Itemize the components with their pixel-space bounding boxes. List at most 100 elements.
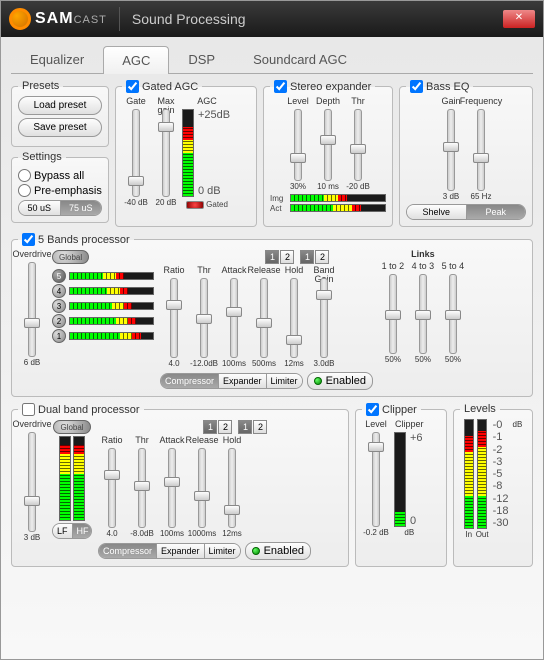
mode-limiter[interactable]: Limiter	[266, 374, 302, 388]
slider-1-to-2[interactable]: 1 to 2 50%	[379, 262, 407, 364]
window-body: Equalizer AGC DSP Soundcard AGC Presets …	[1, 37, 543, 659]
dual-global-button[interactable]: Global	[53, 420, 90, 434]
slider-attack[interactable]: Attack 100ms	[158, 436, 186, 538]
slider-overdrive[interactable]: Overdrive 6 dB	[18, 250, 46, 367]
tab-equalizer[interactable]: Equalizer	[11, 45, 103, 73]
slider-hold[interactable]: Hold 12ms	[218, 436, 246, 538]
slider-max-gain[interactable]: Max gain 20 dB	[152, 97, 180, 207]
slider-gain[interactable]: Gain 3 dB	[437, 97, 465, 201]
tab-agc[interactable]: AGC	[103, 46, 169, 74]
levels-title: Levels	[460, 403, 500, 415]
dual-compressor[interactable]: Compressor	[99, 544, 156, 558]
slider-band-gain[interactable]: Band Gain 3.0dB	[310, 266, 338, 368]
titlebar: SAMCAST Sound Processing ✕	[1, 1, 543, 37]
slider-release[interactable]: Release 500ms	[250, 266, 278, 368]
band-4-button[interactable]: 4	[52, 284, 66, 298]
slider-thr[interactable]: Thr -12.0dB	[190, 266, 218, 368]
slider-ratio[interactable]: Ratio 4.0	[160, 266, 188, 368]
band-2-meter	[69, 317, 154, 325]
five-bands-checkbox[interactable]: 5 Bands processor	[18, 233, 134, 246]
slider-level[interactable]: Level 30%	[284, 97, 312, 191]
stereo-act-meter	[290, 204, 386, 212]
slider-attack[interactable]: Attack 100ms	[220, 266, 248, 368]
dual-band-checkbox[interactable]: Dual band processor	[18, 403, 144, 416]
clipper-meter	[394, 432, 406, 527]
band-3-meter	[69, 302, 154, 310]
band-5-button[interactable]: 5	[52, 269, 66, 283]
five-bands-mode-toggle[interactable]: Compressor Expander Limiter	[160, 373, 303, 389]
slider-release[interactable]: Release 1000ms	[188, 436, 216, 538]
preemph-75us[interactable]: 75 uS	[60, 201, 102, 215]
bass-eq-shelve[interactable]: Shelve	[407, 205, 466, 219]
band-2-button[interactable]: 2	[52, 314, 66, 328]
dual-enabled-button[interactable]: Enabled	[245, 542, 311, 560]
tab-dsp[interactable]: DSP	[169, 45, 234, 73]
stereo-expander-group: Stereo expander Level 30% Depth 10 ms Th…	[263, 80, 393, 227]
band-5-meter	[69, 272, 154, 280]
bass-eq-group: Bass EQ Gain 3 dB Frequency 65 Hz Shelve…	[399, 80, 533, 227]
bass-eq-peak[interactable]: Peak	[466, 205, 526, 219]
slider-4-to-3[interactable]: 4 to 3 50%	[409, 262, 437, 364]
preemphasis-toggle[interactable]: 50 uS 75 uS	[18, 200, 102, 216]
mode-compressor[interactable]: Compressor	[161, 374, 218, 388]
save-preset-button[interactable]: Save preset	[18, 118, 102, 137]
slider-ratio[interactable]: Ratio 4.0	[98, 436, 126, 538]
settings-group: Settings Bypass all Pre-emphasis 50 uS 7…	[11, 151, 109, 223]
dual-band-group: Dual band processor Overdrive 3 dB Globa…	[11, 403, 349, 567]
app-logo: SAMCAST	[9, 8, 107, 30]
title-divider	[119, 7, 120, 31]
gated-led-label: Gated	[206, 200, 228, 209]
clipper-group: Clipper Level -0.2 dB Clipper +60 dB	[355, 403, 447, 567]
levels-out-meter	[477, 419, 487, 529]
dual-attack-selector[interactable]: 1 2	[203, 420, 232, 434]
presets-title: Presets	[18, 80, 63, 92]
global-button[interactable]: Global	[52, 250, 89, 264]
logo-text: SAMCAST	[35, 10, 107, 28]
dual-lf[interactable]: LF	[53, 524, 72, 538]
dual-expander[interactable]: Expander	[156, 544, 204, 558]
dual-hf[interactable]: HF	[72, 524, 92, 538]
mode-expander[interactable]: Expander	[218, 374, 266, 388]
slider-frequency[interactable]: Frequency 65 Hz	[467, 97, 495, 201]
slider-overdrive[interactable]: Overdrive 3 dB	[18, 420, 46, 542]
dual-meter-l	[59, 436, 71, 521]
tab-soundcard-agc[interactable]: Soundcard AGC	[234, 45, 366, 73]
bypass-all-radio[interactable]: Bypass all	[18, 169, 102, 182]
preemph-50us[interactable]: 50 uS	[19, 201, 60, 215]
release-selector[interactable]: 1 2	[300, 250, 329, 264]
five-bands-enabled-button[interactable]: Enabled	[307, 372, 373, 390]
clipper-checkbox[interactable]: Clipper	[362, 403, 421, 416]
load-preset-button[interactable]: Load preset	[18, 96, 102, 115]
band-1-meter	[69, 332, 154, 340]
dual-release-selector[interactable]: 1 2	[238, 420, 267, 434]
gated-agc-checkbox[interactable]: Gated AGC	[122, 80, 202, 93]
bass-eq-checkbox[interactable]: Bass EQ	[406, 80, 473, 93]
slider-5-to-4[interactable]: 5 to 4 50%	[439, 262, 467, 364]
slider-thr[interactable]: Thr -8.0dB	[128, 436, 156, 538]
window-title: Sound Processing	[132, 11, 246, 27]
agc-meter-label: AGC	[197, 97, 217, 107]
slider-gate[interactable]: Gate -40 dB	[122, 97, 150, 207]
logo-icon	[9, 8, 31, 30]
band-1-button[interactable]: 1	[52, 329, 66, 343]
band-3-button[interactable]: 3	[52, 299, 66, 313]
preemphasis-radio[interactable]: Pre-emphasis	[18, 184, 102, 197]
bass-eq-mode-toggle[interactable]: Shelve Peak	[406, 204, 526, 220]
slider-depth[interactable]: Depth 10 ms	[314, 97, 342, 191]
close-button[interactable]: ✕	[503, 10, 535, 28]
agc-scale: +25dB0 dB	[196, 109, 232, 197]
dual-band-selector[interactable]: LF HF	[52, 523, 92, 539]
band-4-meter	[69, 287, 154, 295]
attack-selector[interactable]: 1 2	[265, 250, 294, 264]
dual-mode-toggle[interactable]: Compressor Expander Limiter	[98, 543, 241, 559]
five-bands-group: 5 Bands processor Overdrive 6 dB Global …	[11, 233, 533, 397]
gated-agc-group: Gated AGC Gate -40 dB Max gain 20 dB AGC	[115, 80, 257, 227]
slider-hold[interactable]: Hold 12ms	[280, 266, 308, 368]
dual-limiter[interactable]: Limiter	[204, 544, 240, 558]
presets-group: Presets Load preset Save preset	[11, 80, 109, 147]
dual-meter-r	[73, 436, 85, 521]
stereo-expander-checkbox[interactable]: Stereo expander	[270, 80, 375, 93]
levels-in-meter	[464, 419, 474, 529]
slider-level[interactable]: Level -0.2 dB	[362, 420, 390, 537]
slider-thr[interactable]: Thr -20 dB	[344, 97, 372, 191]
